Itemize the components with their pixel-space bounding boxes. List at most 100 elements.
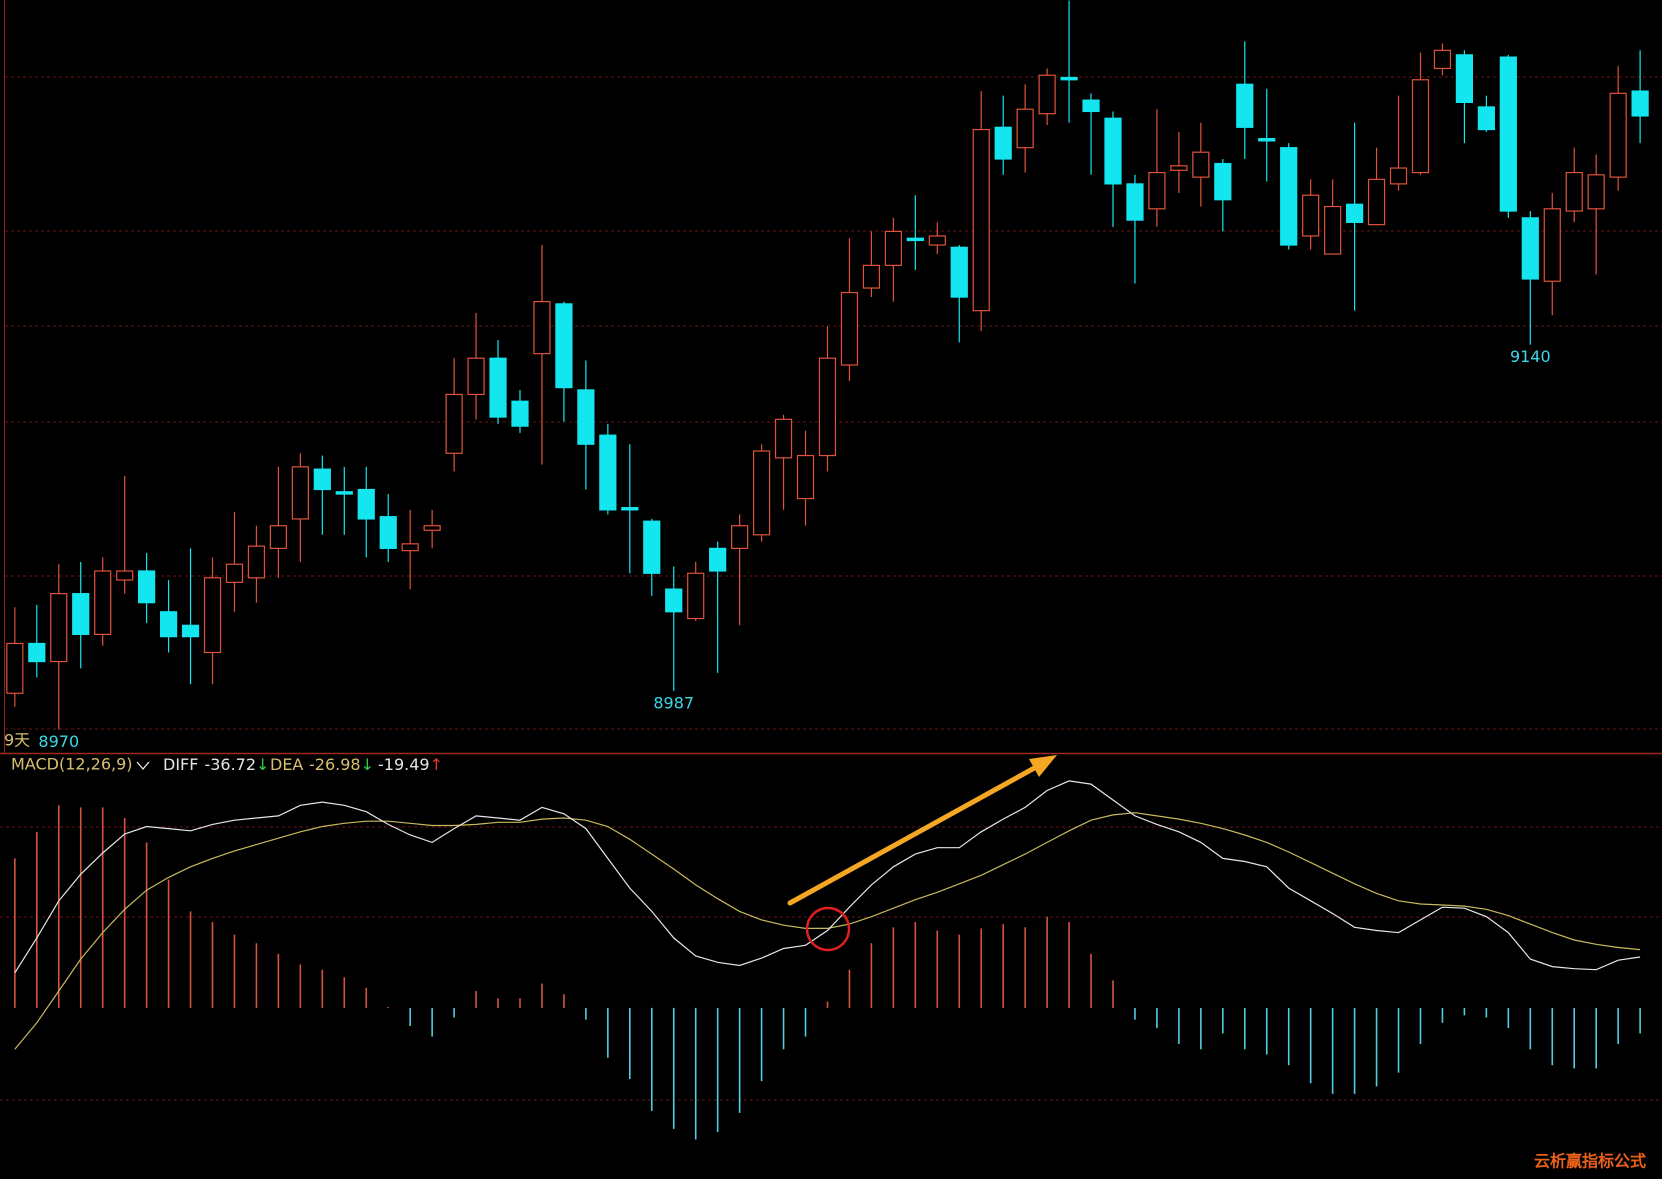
- trend-arrow-head: [1029, 755, 1057, 777]
- candle-body: [247, 545, 266, 579]
- marks: 8970 8987 9140: [6, 0, 1649, 1140]
- candle-body: [840, 291, 859, 366]
- candle-body: [1016, 108, 1034, 149]
- macd-readout: -19.49↑: [378, 755, 443, 774]
- candle-body: [1433, 49, 1452, 70]
- diff-readout: DIFF -36.72↓: [163, 755, 269, 774]
- dropdown-chevron[interactable]: [136, 761, 150, 770]
- candle-body: [1170, 165, 1188, 171]
- candle-body: [1477, 106, 1495, 131]
- candle-body: [1631, 90, 1649, 117]
- indicator-title: MACD(12,26,9): [11, 755, 133, 774]
- crossover-circle: [805, 906, 851, 952]
- candle-body: [533, 301, 551, 355]
- candle-body: [1214, 162, 1232, 201]
- candle-body: [1521, 217, 1539, 280]
- candle-body: [577, 389, 595, 445]
- candle-body: [687, 572, 705, 620]
- candle-body: [357, 488, 375, 520]
- candle-body: [1455, 54, 1474, 103]
- candle-body: [1060, 76, 1078, 81]
- candle-body: [643, 520, 661, 574]
- candle-body: [1302, 194, 1320, 237]
- candle-body: [511, 400, 529, 427]
- candle-body: [1367, 178, 1386, 226]
- dea-value: -26.98: [309, 755, 361, 774]
- candle-body: [203, 577, 222, 654]
- candle-body: [884, 230, 902, 266]
- candle-body: [1104, 117, 1122, 185]
- candle-body: [906, 237, 924, 242]
- candle-body: [774, 418, 793, 459]
- candle-body: [72, 593, 90, 635]
- diff-label: DIFF: [163, 755, 198, 774]
- candle-body: [159, 611, 178, 638]
- candle-body: [313, 468, 331, 491]
- watermark: 云析赢指标公式: [1534, 1152, 1646, 1171]
- candle-body: [379, 516, 397, 549]
- candle-body: [1280, 147, 1298, 246]
- macd-value: -19.49: [378, 755, 430, 774]
- candle-body: [28, 642, 46, 663]
- candle-body: [423, 525, 441, 531]
- candle-body: [1236, 83, 1254, 128]
- macd-grid: [0, 826, 1662, 1101]
- trend-arrow: [787, 763, 1041, 906]
- candle-body: [1038, 74, 1056, 115]
- candle-body: [116, 570, 134, 581]
- candle-body: [291, 466, 309, 520]
- candle-body: [1389, 167, 1408, 185]
- candle-body: [1345, 203, 1364, 223]
- low-label: 8970: [38, 732, 79, 751]
- candle-body: [752, 450, 771, 536]
- candle-body: [950, 246, 968, 298]
- candle-body: [335, 491, 353, 495]
- candle-body: [1565, 171, 1583, 212]
- diff-line: [14, 780, 1641, 974]
- candle-body: [1148, 171, 1166, 210]
- candle-body: [621, 507, 639, 511]
- candle-body: [94, 570, 112, 635]
- candle-body: [994, 126, 1012, 160]
- dea-readout: DEA -26.98↓: [270, 755, 374, 774]
- candle-body: [1082, 99, 1100, 113]
- candle-body: [818, 357, 837, 457]
- period-label: 9天: [4, 731, 30, 750]
- candle-body: [1543, 208, 1561, 282]
- candle-body: [555, 303, 573, 389]
- diff-arrow: ↓: [256, 755, 269, 774]
- macd-arrow: ↑: [430, 755, 443, 774]
- candle-body: [1499, 56, 1517, 212]
- candle-body: [1192, 151, 1210, 178]
- candle-body: [731, 525, 749, 549]
- candle-body: [665, 588, 683, 613]
- candle-body: [796, 454, 815, 500]
- candle-body: [467, 357, 485, 396]
- diff-value: -36.72: [204, 755, 256, 774]
- candle-body: [225, 563, 244, 583]
- candle-body: [862, 264, 881, 289]
- candle-body: [1587, 174, 1605, 210]
- candle-body: [1411, 79, 1430, 174]
- candle-body: [6, 642, 24, 694]
- dea-label: DEA: [270, 755, 303, 774]
- candle-body: [50, 593, 68, 663]
- candle-body: [1126, 183, 1144, 221]
- candle-body: [1324, 205, 1342, 255]
- candle-body: [709, 547, 727, 572]
- candle-body: [138, 570, 156, 604]
- candle-body: [269, 525, 287, 549]
- low-label: 8987: [653, 693, 694, 712]
- dea-arrow: ↓: [361, 755, 374, 774]
- candle-body: [445, 393, 463, 454]
- dea-line: [14, 812, 1641, 1050]
- candle-body: [181, 624, 200, 638]
- candle-body: [599, 434, 617, 511]
- candle-body: [401, 543, 419, 552]
- candle-body: [1258, 138, 1276, 142]
- candle-body: [489, 357, 507, 418]
- candle-body: [928, 235, 946, 246]
- candle-body: [1609, 92, 1627, 178]
